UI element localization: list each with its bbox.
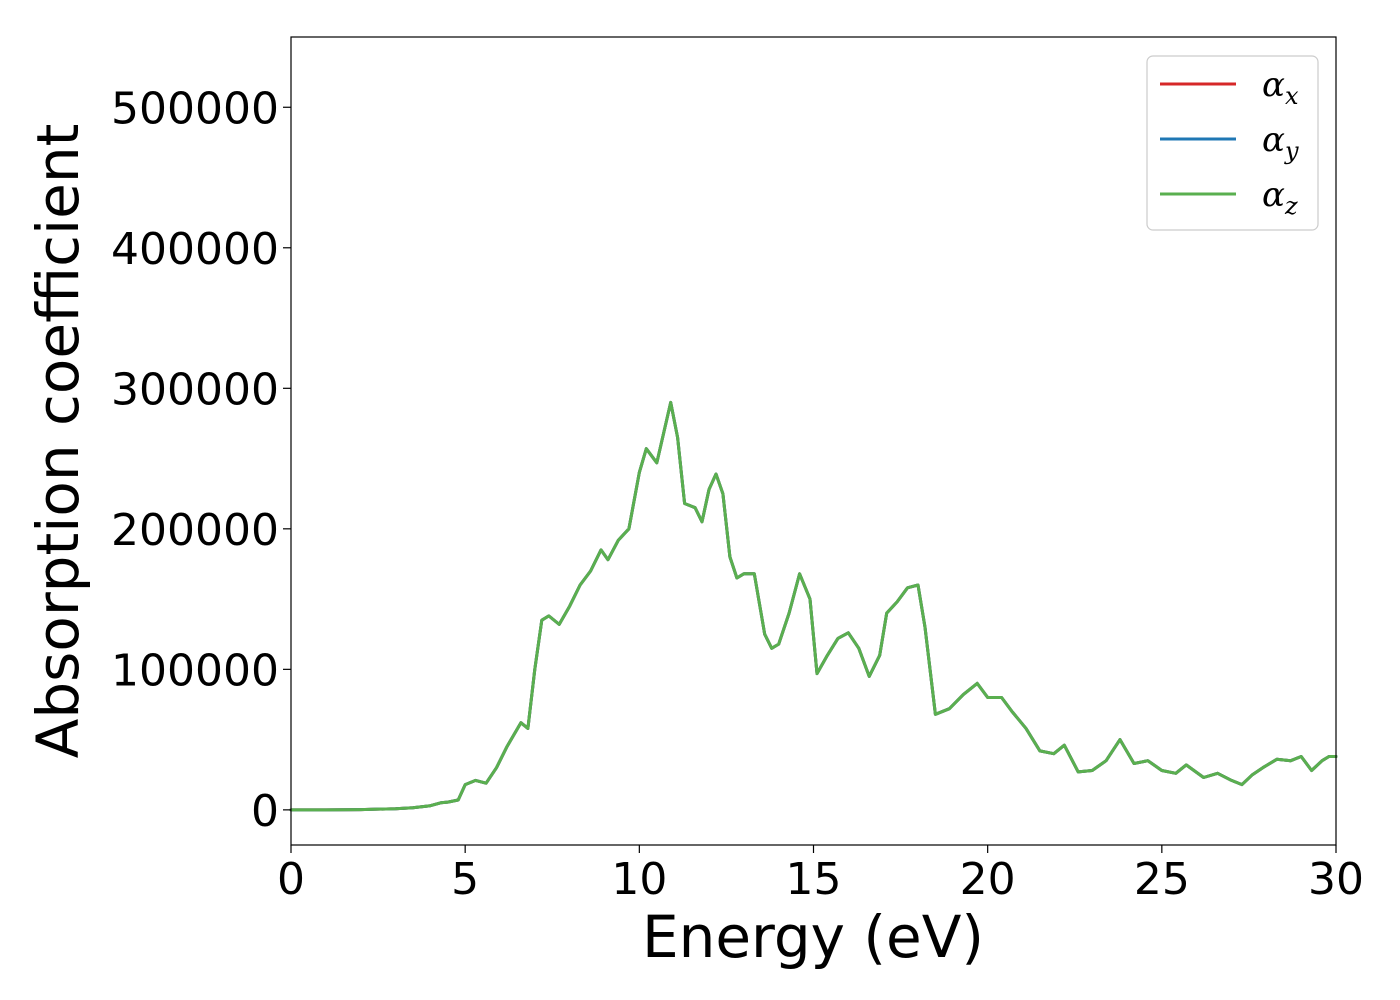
y-tick-label: 400000: [111, 224, 279, 275]
y-tick-label: 100000: [111, 645, 279, 696]
legend-label-x: αx: [1262, 65, 1299, 110]
x-axis-title: Energy (eV): [642, 903, 984, 971]
x-tick-label: 25: [1134, 854, 1190, 905]
series-line-z: [289, 400, 1338, 812]
y-tick-label: 200000: [111, 505, 279, 556]
legend-label-subscript: y: [1284, 137, 1299, 165]
legend-label-z: αz: [1262, 175, 1298, 220]
legend-label-y: αy: [1262, 120, 1299, 165]
x-tick-label: 15: [786, 854, 842, 905]
y-axis-ticks: 0 100000 200000 300000 400000 500000: [111, 83, 291, 837]
x-tick-label: 0: [277, 854, 305, 905]
legend-box: [1146, 55, 1319, 231]
y-tick-label: 300000: [111, 364, 279, 415]
series-line-x: [289, 400, 1338, 812]
x-tick-label: 10: [611, 854, 667, 905]
x-tick-label: 20: [960, 854, 1016, 905]
series-layer: [289, 400, 1338, 812]
legend-label-subscript: x: [1285, 82, 1299, 110]
legend-label-base: α: [1262, 65, 1285, 105]
x-tick-label: 5: [451, 854, 479, 905]
y-tick-label: 500000: [111, 83, 279, 134]
legend-label-subscript: z: [1284, 192, 1298, 220]
y-tick-label: 0: [251, 786, 279, 837]
series-line-y: [289, 400, 1338, 812]
x-axis-ticks: 0 5 10 15 20 25 30: [277, 845, 1364, 905]
legend-label-base: α: [1262, 120, 1285, 160]
legend-label-base: α: [1262, 175, 1285, 215]
x-tick-label: 30: [1308, 854, 1364, 905]
y-axis-title: Absorption coefficient: [24, 124, 92, 759]
